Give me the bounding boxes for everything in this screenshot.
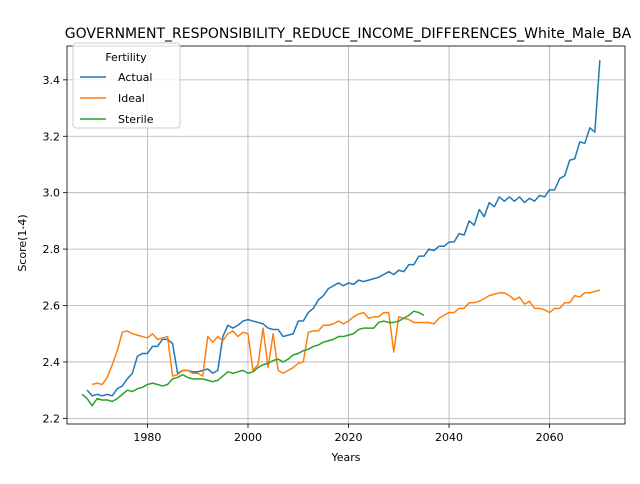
series-line-actual: [86, 60, 601, 397]
y-tick-label: 3.4: [43, 74, 61, 87]
y-tick-label: 2.8: [43, 243, 61, 256]
legend-label-sterile: Sterile: [118, 113, 154, 126]
x-tick-label: 1980: [133, 431, 161, 444]
legend-title: Fertility: [105, 51, 147, 64]
plot-series: [81, 60, 601, 407]
legend-label-ideal: Ideal: [118, 92, 145, 105]
grid-lines: [67, 46, 625, 424]
y-tick-label: 3.2: [43, 130, 61, 143]
x-tick-label: 2000: [234, 431, 262, 444]
axis-ticks: 1980 2000 2020 2040 2060 2.2 2.4 2.6 2.8 3.0 3.2 3.…: [43, 74, 564, 444]
plot-area-frame: [66, 45, 626, 425]
y-axis-label: Score(1-4): [16, 214, 29, 271]
legend-label-actual: Actual: [118, 71, 152, 84]
y-tick-label: 2.2: [43, 412, 61, 425]
y-tick-label: 2.6: [43, 300, 61, 313]
legend-box: [72, 42, 181, 129]
y-tick-label: 2.4: [43, 356, 61, 369]
series-line-sterile: [81, 310, 425, 407]
chart-title: GOVERNMENT_RESPONSIBILITY_REDUCE_INCOME_…: [65, 26, 632, 42]
series-line-ideal: [91, 289, 601, 386]
x-axis-label: Years: [330, 451, 360, 464]
y-tick-label: 3.0: [43, 187, 61, 200]
x-tick-label: 2060: [536, 431, 564, 444]
x-tick-label: 2040: [435, 431, 463, 444]
x-tick-label: 2020: [335, 431, 363, 444]
legend: Fertility Actual Ideal Sterile: [72, 42, 181, 129]
